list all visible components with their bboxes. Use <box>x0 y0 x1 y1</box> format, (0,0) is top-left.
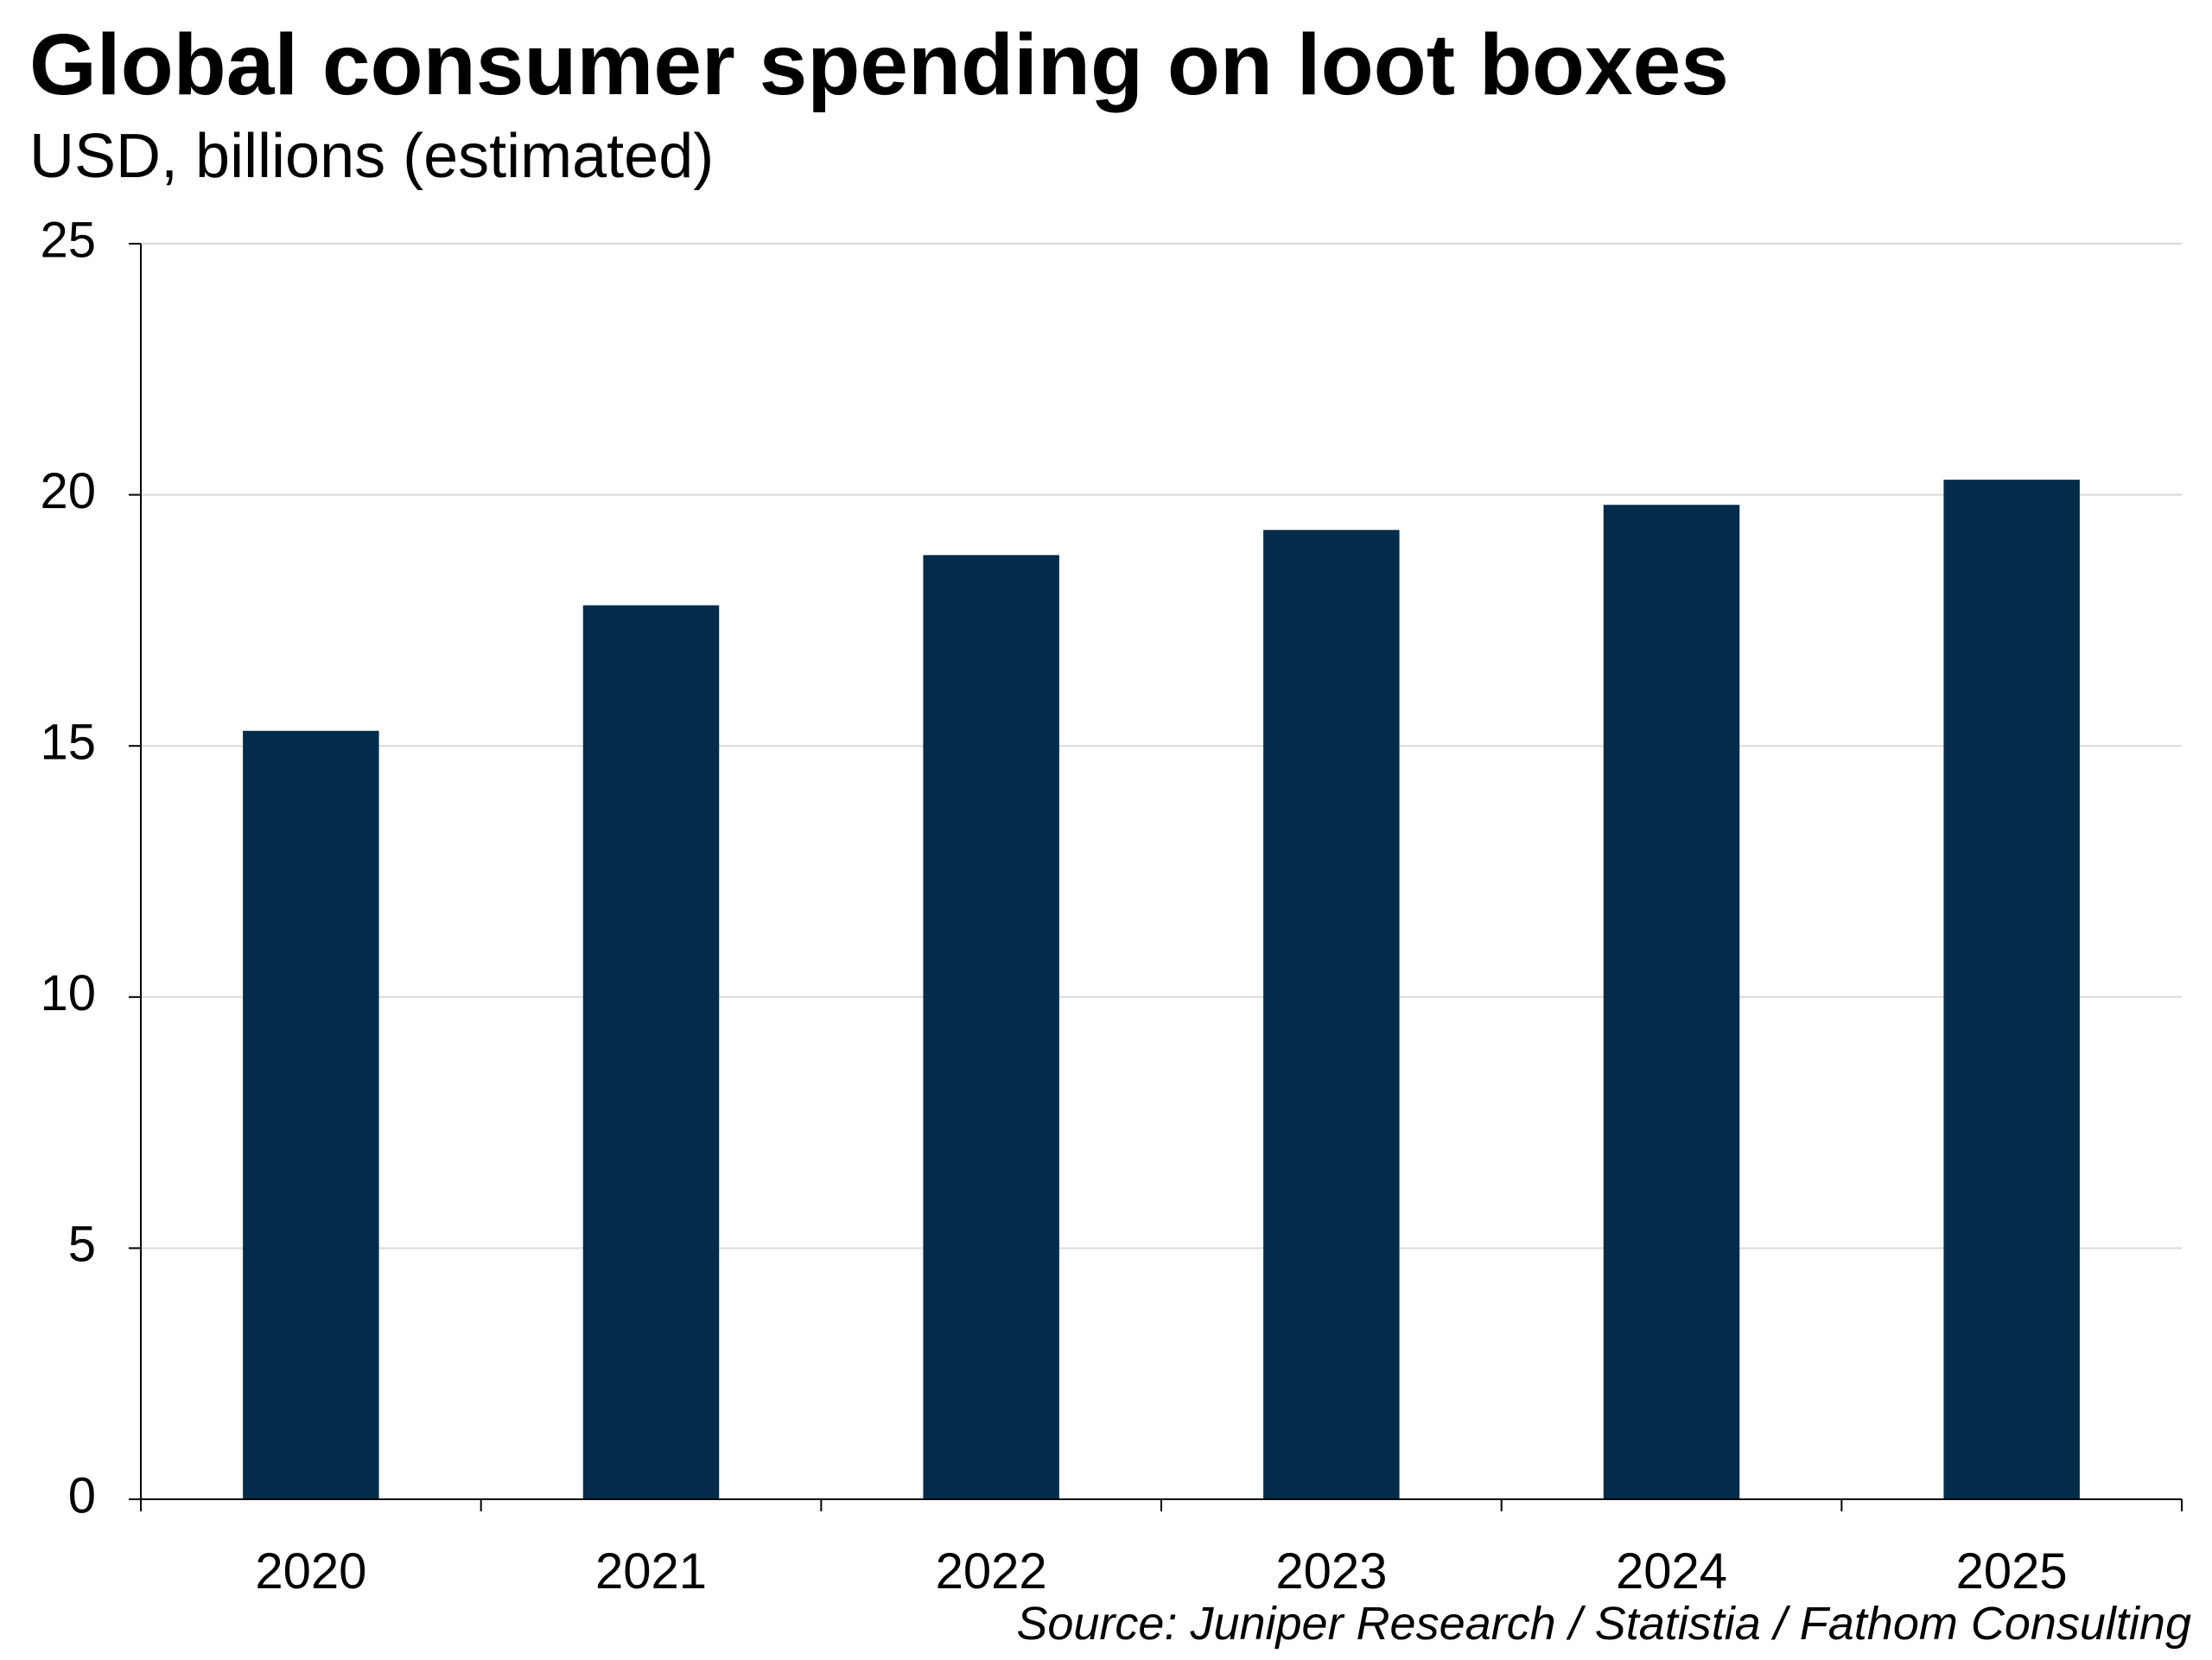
bar-2022 <box>923 555 1059 1499</box>
x-tick-label: 2025 <box>1956 1543 2068 1600</box>
gridlines <box>141 243 2182 1250</box>
chart-title: Global consumer spending on loot boxes <box>29 16 1729 113</box>
bar-2021 <box>582 605 720 1499</box>
y-tick-label: 0 <box>68 1467 96 1523</box>
x-tick-label: 2024 <box>1616 1543 1727 1600</box>
bar-2020 <box>243 730 379 1499</box>
x-tick-label: 2020 <box>255 1543 366 1600</box>
x-tick-label: 2022 <box>936 1543 1047 1600</box>
bar-2024 <box>1603 505 1740 1499</box>
source-note: Source: Juniper Research / Statistia / F… <box>1016 1598 2191 1650</box>
axes <box>129 243 2183 1511</box>
bar-2025 <box>1943 480 2080 1499</box>
x-tick-label: 2023 <box>1275 1543 1387 1600</box>
y-tick-label: 5 <box>68 1217 96 1273</box>
y-tick-label: 10 <box>40 965 96 1021</box>
y-tick-label: 25 <box>40 212 96 268</box>
bar-2023 <box>1263 530 1400 1500</box>
chart-subtitle: USD, billions (estimated) <box>29 122 715 191</box>
bars <box>243 480 2080 1500</box>
y-tick-label: 20 <box>40 463 96 519</box>
x-tick-label: 2021 <box>595 1543 707 1600</box>
y-tick-label: 15 <box>40 715 96 771</box>
